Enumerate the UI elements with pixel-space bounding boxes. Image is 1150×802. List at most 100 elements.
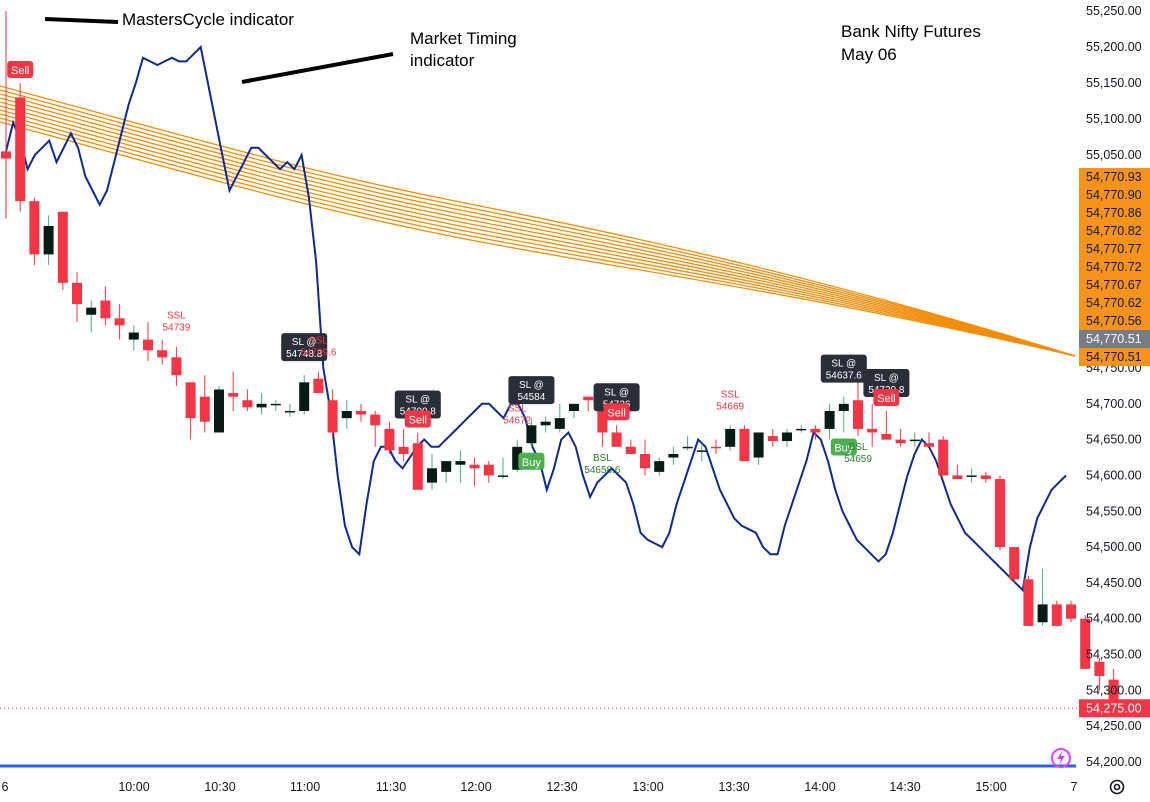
market-timing-layer — [5, 44, 1067, 593]
buy-signal-label: Buy — [522, 457, 541, 469]
masterscycle-band — [0, 113, 1076, 357]
market-timing-annotation-line1: Market Timing — [410, 29, 517, 48]
ssl-label-value: 54672 — [503, 416, 531, 427]
masterscycle-band — [0, 109, 1076, 357]
price-axis-tick: 54,400.00 — [1086, 612, 1142, 626]
sell-signal-label: Sell — [877, 393, 895, 405]
candle-body — [725, 428, 736, 447]
lightning-alert-icon[interactable] — [1050, 747, 1072, 769]
candle-body — [43, 226, 54, 255]
candle-body — [341, 410, 352, 419]
candle-body — [285, 410, 295, 413]
stop-loss-label-title: SL @ — [831, 359, 856, 370]
price-axis-tick: 55,200.00 — [1086, 40, 1142, 54]
ribbon-price-label-box — [1079, 258, 1150, 276]
ssl-label-value: 54669 — [716, 401, 744, 412]
ribbon-price-label: 54,770.90 — [1086, 188, 1142, 202]
ribbon-price-label-box — [1079, 294, 1150, 312]
price-axis-tick: 54,500.00 — [1086, 540, 1142, 554]
time-axis-tick: 11:30 — [376, 780, 406, 794]
candle-body — [1051, 604, 1062, 626]
candle-body — [583, 396, 594, 401]
gear-icon[interactable] — [1107, 777, 1127, 797]
candle-body — [441, 461, 452, 472]
masterscycle-band — [0, 117, 1076, 357]
stop-loss-label-box — [508, 376, 555, 405]
annotation-pointers — [44, 17, 394, 84]
candle-body — [895, 439, 906, 444]
sell-signal-label: Sell — [11, 65, 29, 77]
stop-loss-label-box — [281, 333, 328, 362]
candle-body — [171, 357, 182, 376]
masterscycle-band — [0, 85, 1076, 357]
candle-body — [838, 403, 849, 411]
stop-loss-label-title: SL @ — [405, 394, 430, 405]
stop-loss-label-title: SL @ — [292, 337, 317, 348]
candle-body — [980, 475, 991, 480]
candle-body — [29, 201, 40, 255]
candle-body — [398, 446, 409, 454]
price-axis-tick: 55,150.00 — [1086, 76, 1142, 90]
candle-body — [128, 332, 139, 340]
candle-body — [767, 436, 778, 442]
candle-body — [853, 400, 863, 429]
candle-body — [1023, 579, 1034, 626]
candle-body — [682, 446, 693, 449]
candle-body — [469, 464, 480, 469]
ribbon-last-label: 54,770.51 — [1086, 350, 1142, 364]
candle-body — [1080, 618, 1091, 669]
candle-body — [881, 433, 892, 440]
candle-body — [299, 382, 310, 411]
stop-loss-label-value: 54637.6 — [826, 371, 863, 382]
candle-body — [1009, 547, 1020, 580]
ribbon-price-label: 54,770.56 — [1086, 314, 1142, 328]
market-timing-annotation-line2: indicator — [410, 51, 475, 70]
stop-loss-label-box — [820, 354, 867, 383]
time-axis-tick: 12:30 — [546, 780, 577, 794]
candle-body — [1094, 661, 1105, 677]
candle-body — [242, 400, 253, 408]
candle-body — [412, 443, 423, 490]
ssl-label-title: SSL — [309, 336, 328, 347]
candle-body — [256, 403, 267, 408]
ribbon-price-label: 54,770.67 — [1086, 278, 1142, 292]
stop-loss-label-title: SL @ — [519, 380, 544, 391]
candles-layer — [1, 11, 1119, 712]
candle-body — [668, 453, 679, 458]
candle-body — [995, 479, 1005, 548]
candle-body — [455, 461, 466, 465]
candle-body — [270, 403, 281, 406]
price-axis-tick: 54,450.00 — [1086, 576, 1142, 590]
candle-body — [540, 421, 551, 426]
candle-body — [185, 382, 196, 419]
ribbon-price-label: 54,770.77 — [1086, 242, 1142, 256]
candle-body — [1, 151, 11, 159]
candle-body — [100, 300, 111, 319]
stop-loss-label-title: SL @ — [604, 387, 629, 398]
time-axis-tick: 11:00 — [290, 780, 320, 794]
candle-body — [625, 446, 636, 454]
candle-body — [640, 453, 650, 469]
price-axis-tick: 54,300.00 — [1086, 683, 1142, 697]
candle-body — [384, 428, 395, 451]
ribbon-price-label: 54,770.62 — [1086, 296, 1142, 310]
time-axis: 6 10:00 10:30 11:00 11:30 12:00 12:30 13:00 13:3… — [0, 764, 1078, 794]
masterscycle-band — [0, 105, 1076, 357]
time-axis-tick: 15:00 — [975, 780, 1006, 794]
ribbon-layer — [0, 85, 1076, 357]
price-axis: 55,250.00 55,200.00 55,150.00 55,100.00 55,0… — [0, 4, 1150, 769]
candle-body — [57, 211, 68, 283]
candle-body — [526, 425, 537, 444]
candle-body — [711, 446, 721, 449]
candle-body — [938, 439, 949, 476]
time-axis-tick: 13:30 — [718, 780, 749, 794]
candle-body — [796, 428, 807, 431]
last-price-label: 54,275.00 — [1086, 701, 1142, 715]
time-axis-tick: 12:00 — [460, 780, 491, 794]
stop-loss-label-value: 54748.8 — [286, 349, 323, 360]
candle-body — [824, 410, 835, 429]
ssl-label-title: SSL — [721, 389, 740, 400]
ribbon-price-label-box — [1079, 240, 1150, 258]
candle-body — [810, 428, 821, 433]
